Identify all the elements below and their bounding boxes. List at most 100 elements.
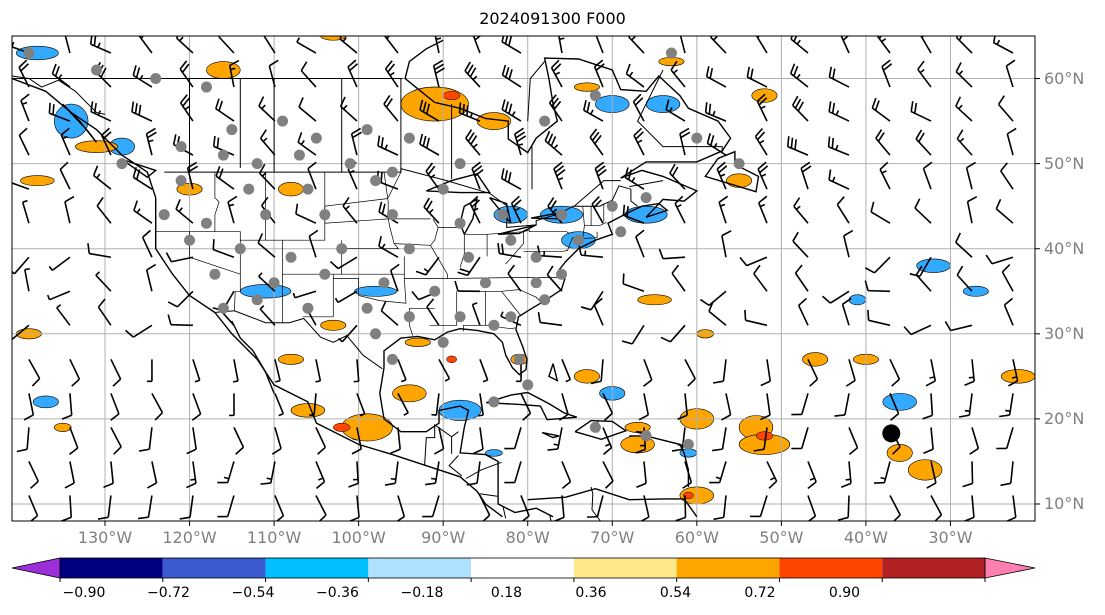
barb-shaft: [110, 393, 120, 415]
barb-half-flag: [631, 177, 636, 183]
barb-flag: [275, 515, 284, 521]
barb-shaft: [69, 393, 73, 416]
barb-flag: [622, 204, 626, 216]
longitude-label: 90°W: [421, 528, 466, 547]
barb-flag: [842, 36, 850, 41]
wind-barb: [628, 36, 645, 54]
wind-barb: [705, 66, 727, 88]
barb-flag: [705, 66, 710, 77]
station-dot: [91, 64, 103, 76]
wind-barb: [595, 36, 604, 54]
barb-flag: [508, 36, 513, 47]
barb-flag: [411, 290, 420, 301]
barb-half-flag: [959, 137, 965, 143]
barb-flag: [586, 101, 591, 113]
barb-flag: [828, 101, 832, 112]
wind-barb: [212, 239, 235, 258]
barb-shaft: [107, 495, 112, 518]
barb-flag: [18, 127, 28, 136]
barb-flag: [890, 413, 900, 421]
wind-barb: [903, 324, 932, 336]
station-dot: [496, 209, 508, 221]
barb-shaft: [347, 168, 358, 190]
barb-shaft: [1008, 393, 1014, 416]
barb-flag: [891, 378, 900, 387]
barb-flag: [20, 93, 30, 102]
wind-barb: [179, 60, 194, 88]
wind-barb: [794, 264, 809, 292]
wind-barb: [21, 199, 30, 224]
barb-flag: [348, 482, 359, 488]
barb-half-flag: [565, 378, 571, 383]
strong-positive-contour: [683, 491, 694, 500]
barb-flag: [790, 137, 794, 149]
state-border: [505, 231, 524, 265]
barb-shaft: [308, 236, 317, 258]
barb-flag: [425, 137, 430, 149]
barb-flag: [671, 448, 683, 452]
barb-shaft: [873, 256, 891, 274]
wind-barb: [28, 495, 39, 521]
positive-contour: [907, 459, 943, 481]
wind-barb: [721, 230, 732, 258]
barb-half-flag: [278, 412, 284, 417]
barb-flag: [867, 309, 870, 321]
wind-barb: [758, 195, 768, 224]
barb-flag: [1008, 380, 1019, 387]
storm-center-marker: [882, 424, 901, 443]
barb-shaft: [274, 393, 285, 415]
barb-flag: [580, 306, 592, 311]
wind-barb: [789, 63, 809, 88]
wind-barb: [350, 127, 362, 156]
barb-half-flag: [139, 74, 144, 81]
wind-barb: [425, 461, 440, 486]
barb-flag: [459, 268, 471, 273]
barb-flag: [704, 102, 708, 113]
barb-flag: [797, 101, 804, 112]
colorbar-tick-label: −0.36: [316, 585, 359, 601]
station-dot: [361, 124, 373, 136]
barb-flag: [553, 100, 562, 110]
wind-barb: [69, 358, 81, 387]
colorbar-segment: [779, 558, 883, 578]
barb-flag: [135, 67, 141, 78]
barb-flag: [504, 101, 509, 112]
barb-shaft: [593, 304, 604, 326]
wind-barb: [710, 36, 727, 54]
barb-half-flag: [760, 173, 767, 178]
negative-contour: [962, 285, 989, 297]
barb-shaft: [300, 70, 317, 88]
barb-flag: [845, 379, 856, 387]
latitude-label: 50°N: [1044, 153, 1085, 173]
barb-flag: [131, 101, 135, 113]
storm-center-dot: [882, 424, 901, 443]
barb-shaft: [110, 461, 114, 484]
barb-flag: [1006, 127, 1017, 135]
wind-barb: [669, 163, 686, 190]
barb-shaft: [89, 252, 112, 259]
wind-barb: [186, 161, 198, 190]
barb-half-flag: [759, 139, 765, 144]
barb-flag: [790, 36, 794, 40]
positive-contour: [658, 56, 685, 67]
barb-shaft: [643, 461, 647, 484]
wind-barb: [625, 63, 645, 88]
wind-barb: [675, 495, 687, 521]
wind-barb: [48, 256, 71, 272]
wind-barb: [864, 256, 891, 274]
barb-flag: [474, 168, 484, 177]
barb-flag: [186, 448, 197, 455]
barb-flag: [1003, 297, 1014, 306]
barb-flag: [93, 36, 97, 46]
wind-barb: [458, 102, 481, 122]
barb-flag: [215, 166, 221, 177]
wind-barb: [389, 263, 400, 292]
barb-flag: [794, 264, 803, 274]
wind-barb: [507, 264, 522, 292]
wind-barb: [218, 36, 235, 54]
wind-barb: [766, 461, 778, 489]
wind-barb: [786, 136, 809, 156]
wind-barb: [586, 495, 604, 518]
barb-flag: [537, 312, 541, 323]
wind-barb: [757, 161, 769, 190]
